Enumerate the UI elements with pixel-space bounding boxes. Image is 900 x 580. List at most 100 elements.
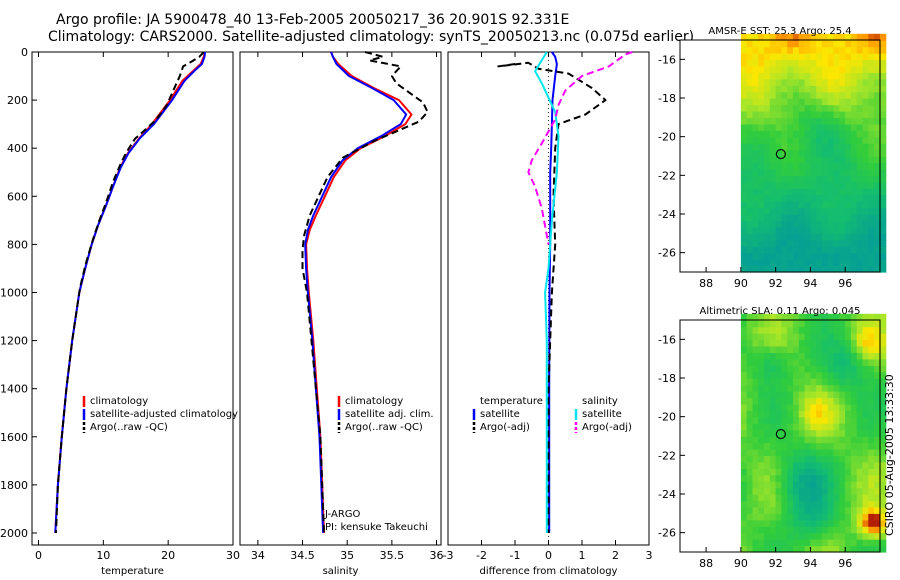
sst_map-heatmap-cell xyxy=(850,111,858,119)
sst_map-xtick-label: 88 xyxy=(699,277,713,290)
sla_map-heatmap-cell xyxy=(856,410,864,418)
sst_map-heatmap-cell xyxy=(787,169,794,176)
sla_map-heatmap-cell xyxy=(758,436,765,444)
sst_map-heatmap-cell xyxy=(752,188,759,196)
sla_map-heatmap-cell xyxy=(879,320,887,328)
sst_map-heatmap-cell xyxy=(874,66,881,73)
sla_map-heatmap-cell xyxy=(810,449,817,456)
sla_map-heatmap-cell xyxy=(793,545,800,553)
sla_map-heatmap-cell xyxy=(793,365,800,373)
sst_map-heatmap-cell xyxy=(758,239,765,247)
sst_map-heatmap-cell xyxy=(850,233,858,241)
sla_map-heatmap-cell xyxy=(752,436,759,444)
sla_map-heatmap-cell xyxy=(793,481,800,489)
sla_map-heatmap-cell xyxy=(879,346,887,353)
sst_map-heatmap-cell xyxy=(810,265,817,273)
sla_map-heatmap-cell xyxy=(862,461,869,469)
sst_map-heatmap-cell xyxy=(769,259,777,267)
sst_map-heatmap-cell xyxy=(781,175,788,183)
sst_map-heatmap-cell xyxy=(879,46,887,54)
sla_map-heatmap-cell xyxy=(856,487,864,495)
sst_map-heatmap-cell xyxy=(764,162,771,170)
salinity-annotation-jargo: J-ARGO xyxy=(324,509,361,520)
sst_map-heatmap-cell xyxy=(856,117,864,125)
sst_map-heatmap-cell xyxy=(764,66,771,73)
sla_map-heatmap-cell xyxy=(764,481,771,489)
sst_map-heatmap-cell xyxy=(787,259,794,267)
sla_map-heatmap-cell xyxy=(798,532,806,540)
sla_map-heatmap-cell xyxy=(781,365,788,373)
sst_map-heatmap-cell xyxy=(856,175,864,183)
sst_map-heatmap-cell xyxy=(746,98,754,106)
sst_map-heatmap-cell xyxy=(879,66,887,73)
sst_map-heatmap-cell xyxy=(804,72,811,80)
sst_map-heatmap-cell xyxy=(839,226,846,234)
sst_map-heatmap-cell xyxy=(752,169,759,176)
sst_map-heatmap-cell xyxy=(746,123,754,131)
sla_map-heatmap-cell xyxy=(758,358,765,366)
sla_map-heatmap-cell xyxy=(879,532,887,540)
sla_map-heatmap-cell xyxy=(821,352,829,360)
sst_map-heatmap-cell xyxy=(821,91,829,99)
sst_map-heatmap-cell xyxy=(833,226,840,234)
sla_map-heatmap-cell xyxy=(746,403,754,411)
sla_map-heatmap-cell xyxy=(752,313,759,321)
sla_map-heatmap-cell xyxy=(781,320,788,328)
sla_map-heatmap-cell xyxy=(804,410,811,418)
sst_map-heatmap-cell xyxy=(764,53,771,61)
sla_map-heatmap-cell xyxy=(874,320,881,328)
sla_map-heatmap-cell xyxy=(827,500,835,508)
sla_map-heatmap-cell xyxy=(758,416,765,424)
sla_map-heatmap-cell xyxy=(781,449,788,456)
sst_map-heatmap-cell xyxy=(845,98,852,106)
sst_map-heatmap-cell xyxy=(746,104,754,112)
sst_map-heatmap-cell xyxy=(810,207,817,215)
sla_map-heatmap-cell xyxy=(781,455,788,463)
sla_map-heatmap-cell xyxy=(787,365,794,373)
sla_map-heatmap-cell xyxy=(845,371,852,379)
sla_map-heatmap-cell xyxy=(764,423,771,431)
sst_map-heatmap-cell xyxy=(798,117,806,125)
sla_map-heatmap-cell xyxy=(845,449,852,456)
sla_map-heatmap-cell xyxy=(764,416,771,424)
sst_map-heatmap-cell xyxy=(821,181,829,189)
sst_map-heatmap-cell xyxy=(758,53,765,61)
sla_map-frame xyxy=(679,319,881,553)
sst_map-heatmap-cell xyxy=(746,143,754,151)
sst_map-heatmap-cell xyxy=(868,252,875,260)
sla_map-heatmap-cell xyxy=(862,545,869,553)
sla_map-heatmap-cell xyxy=(816,436,823,444)
sla_map-heatmap-cell xyxy=(874,449,881,456)
sla_map-heatmap-cell xyxy=(874,358,881,366)
sst_map-heatmap-cell xyxy=(827,33,835,41)
difference-xtick-label: 1 xyxy=(579,549,586,562)
sst_map-heatmap-cell xyxy=(839,59,846,67)
sst_map-heatmap-cell xyxy=(804,98,811,106)
sla_map-heatmap-cell xyxy=(781,416,788,424)
sst_map-heatmap-cell xyxy=(740,91,748,99)
sst_map-heatmap-cell xyxy=(879,33,887,41)
sst_map-heatmap-cell xyxy=(740,259,748,267)
sla_map-heatmap-cell xyxy=(874,371,881,379)
sla_map-heatmap-cell xyxy=(816,539,823,547)
sst_map-heatmap-cell xyxy=(845,162,852,170)
sst_map-heatmap-cell xyxy=(769,194,777,202)
sla_map-heatmap-cell xyxy=(821,494,829,502)
sst_map-heatmap-cell xyxy=(793,117,800,125)
sst_map-heatmap-cell xyxy=(764,188,771,196)
sst_map-heatmap-cell xyxy=(827,91,835,99)
sst_map-heatmap-cell xyxy=(821,85,829,93)
sla_map-heatmap-cell xyxy=(746,371,754,379)
sst_map-heatmap-cell xyxy=(740,194,748,202)
sst_map-heatmap-cell xyxy=(821,169,829,176)
sla_map-heatmap-cell xyxy=(868,371,875,379)
sla_map-heatmap-cell xyxy=(879,333,887,341)
sst_map-heatmap-cell xyxy=(821,53,829,61)
sst_map-heatmap-cell xyxy=(827,40,835,48)
sst_map-heatmap-cell xyxy=(874,201,881,209)
sla_map-heatmap-cell xyxy=(833,474,840,482)
sla_map-heatmap-cell xyxy=(775,397,782,405)
sst_map-heatmap-cell xyxy=(816,181,823,189)
sst_map-heatmap-cell xyxy=(833,104,840,112)
sla_map-heatmap-cell xyxy=(764,397,771,405)
